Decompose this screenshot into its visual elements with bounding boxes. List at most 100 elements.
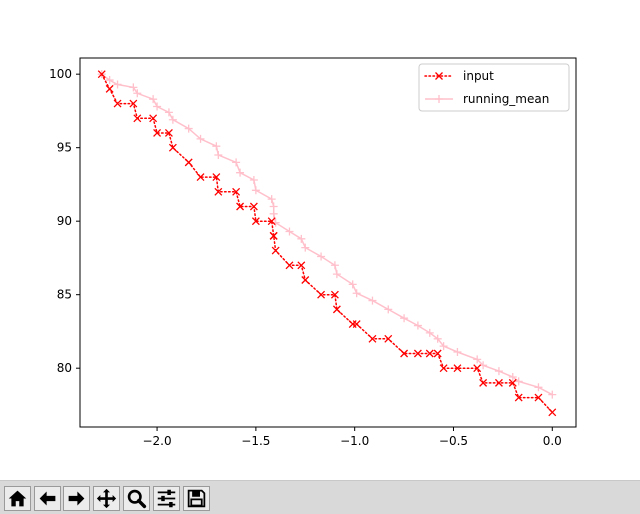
data-point-plus-marker <box>153 102 162 111</box>
data-point-x-marker <box>435 72 443 80</box>
data-point-plus-marker <box>249 176 258 185</box>
data-point-x-marker <box>97 70 106 79</box>
data-point-x-marker <box>508 378 517 387</box>
data-point-plus-marker <box>129 83 138 92</box>
data-point-x-marker <box>548 408 557 417</box>
legend: input running_mean <box>418 63 570 112</box>
x-tick-label: −0.5 <box>439 434 468 448</box>
data-point-plus-marker <box>352 289 361 298</box>
legend-label: running_mean <box>463 92 549 106</box>
data-point-x-marker <box>129 99 138 108</box>
data-point-plus-marker <box>251 186 260 195</box>
data-point-x-marker <box>400 349 409 358</box>
data-point-x-marker <box>196 173 205 182</box>
data-point-x-marker <box>184 158 193 167</box>
data-point-plus-marker <box>413 321 422 330</box>
series-input <box>97 70 557 417</box>
forward-button[interactable] <box>63 486 90 511</box>
data-point-plus-marker <box>332 270 341 279</box>
data-point-x-marker <box>514 393 523 402</box>
data-point-plus-marker <box>164 108 173 117</box>
data-point-plus-marker <box>508 373 517 382</box>
data-point-plus-marker <box>514 377 523 386</box>
data-point-plus-marker <box>548 390 557 399</box>
arrow-right-icon <box>68 491 85 506</box>
data-point-plus-marker <box>285 227 294 236</box>
y-tick-label: 85 <box>57 288 72 302</box>
data-point-plus-marker <box>236 168 245 177</box>
data-point-x-marker <box>212 173 221 182</box>
arrow-left-icon <box>39 491 56 506</box>
save-button[interactable] <box>183 486 210 511</box>
data-point-plus-marker <box>297 234 306 243</box>
data-point-x-marker <box>113 99 122 108</box>
data-point-plus-marker <box>196 134 205 143</box>
data-point-x-marker <box>236 202 245 211</box>
x-tick-label: 0.0 <box>543 434 562 448</box>
data-point-x-marker <box>413 349 422 358</box>
data-point-x-marker <box>251 217 260 226</box>
data-point-x-marker <box>384 334 393 343</box>
sliders-icon <box>157 489 176 508</box>
magnifier-icon <box>127 489 147 509</box>
data-point-plus-marker <box>269 202 278 211</box>
series-running-mean <box>97 70 557 399</box>
data-point-plus-marker <box>330 261 339 270</box>
navigation-toolbar <box>0 480 640 514</box>
move-icon <box>96 488 117 509</box>
floppy-disk-icon <box>187 489 206 508</box>
data-point-x-marker <box>433 349 442 358</box>
data-point-x-marker <box>425 349 434 358</box>
data-point-x-marker <box>153 129 162 137</box>
x-tick-label: −1.0 <box>340 434 369 448</box>
data-point-plus-marker <box>453 348 462 357</box>
data-point-plus-marker <box>301 243 310 252</box>
y-tick-label: 95 <box>57 141 72 155</box>
data-point-x-marker <box>164 129 173 137</box>
data-point-x-marker <box>232 187 241 196</box>
data-point-x-marker <box>297 261 306 270</box>
data-point-plus-marker <box>168 115 177 124</box>
data-point-x-marker <box>494 378 503 387</box>
data-point-plus-marker <box>473 355 482 364</box>
pan-button[interactable] <box>93 486 120 511</box>
data-point-x-marker <box>479 378 488 387</box>
home-button[interactable] <box>4 486 31 511</box>
data-point-plus-marker <box>232 158 241 167</box>
data-point-plus-marker <box>425 328 434 337</box>
data-point-x-marker <box>271 246 280 255</box>
back-button[interactable] <box>34 486 61 511</box>
data-point-plus-marker <box>149 95 158 104</box>
zoom-button[interactable] <box>123 486 150 511</box>
data-point-x-marker <box>168 143 177 152</box>
data-point-x-marker <box>133 114 142 123</box>
data-point-x-marker <box>269 231 278 240</box>
data-point-plus-marker <box>184 124 193 133</box>
configure-subplots-button[interactable] <box>153 486 180 511</box>
y-tick-label: 90 <box>57 214 72 228</box>
data-point-x-marker <box>105 84 114 93</box>
legend-label: input <box>463 69 494 83</box>
data-point-x-marker <box>332 305 341 314</box>
data-point-plus-marker <box>400 314 409 323</box>
data-point-plus-marker <box>105 76 114 85</box>
data-point-plus-marker <box>133 89 142 98</box>
data-point-plus-marker <box>384 305 393 314</box>
data-point-x-marker <box>534 393 543 402</box>
x-tick-label: −1.5 <box>241 434 270 448</box>
axes-frame <box>79 57 577 428</box>
y-tick-label: 80 <box>57 361 72 375</box>
data-point-plus-marker <box>214 151 223 160</box>
data-point-plus-marker <box>267 195 276 204</box>
data-point-plus-marker <box>534 383 543 392</box>
data-point-plus-marker <box>269 209 278 218</box>
data-point-x-marker <box>317 290 326 299</box>
data-point-plus-marker <box>368 296 377 305</box>
data-point-plus-marker <box>348 280 357 289</box>
legend-box <box>418 63 570 112</box>
data-point-x-marker <box>368 334 377 343</box>
data-point-x-marker <box>453 364 462 373</box>
data-point-x-marker <box>439 364 448 373</box>
data-point-x-marker <box>214 187 223 196</box>
data-point-plus-marker <box>494 367 503 376</box>
